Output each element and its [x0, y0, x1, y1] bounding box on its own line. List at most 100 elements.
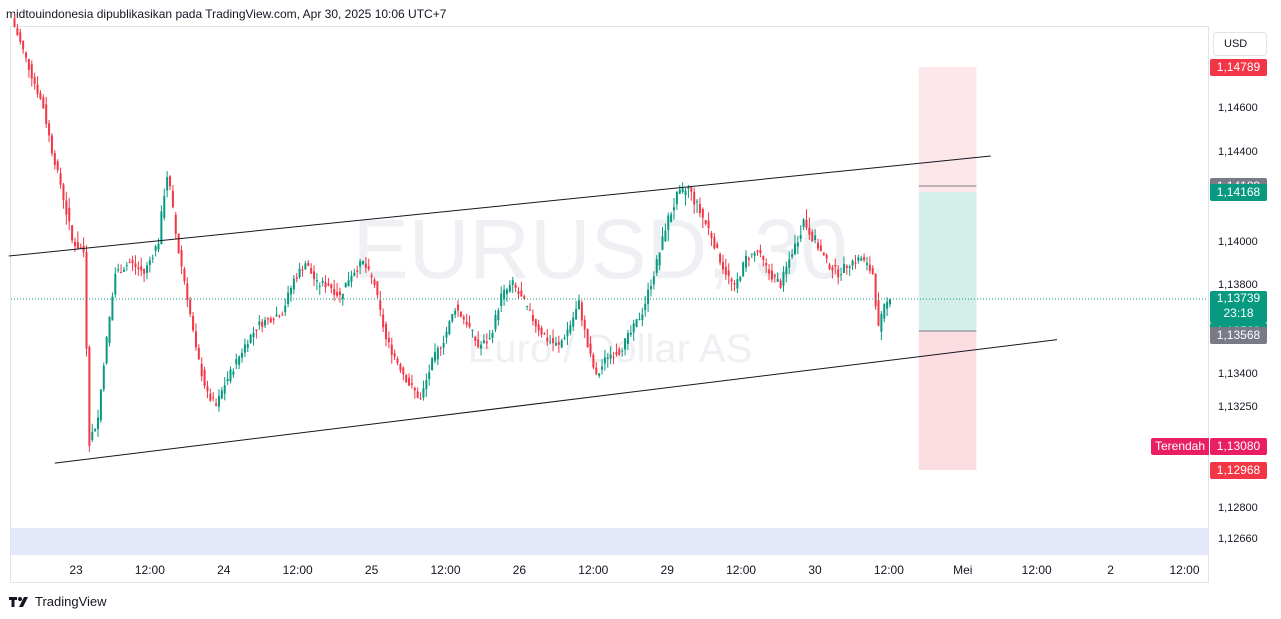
candle: [494, 310, 497, 333]
candle-body: [768, 269, 771, 274]
candle-body: [105, 337, 108, 364]
candle: [834, 258, 837, 275]
candle: [122, 266, 125, 272]
candle-body: [655, 259, 658, 273]
candle-body: [664, 230, 667, 242]
candle-body: [177, 233, 180, 254]
candle: [399, 362, 402, 374]
candle-body: [310, 267, 313, 274]
candle: [851, 259, 854, 270]
channel-lower-trendline[interactable]: [54, 339, 1058, 464]
candle-body: [246, 344, 249, 348]
candle: [105, 335, 108, 365]
candle-body: [825, 254, 828, 259]
candle-body: [793, 243, 796, 255]
long-position-tool[interactable]: [918, 67, 977, 470]
candle: [304, 260, 307, 270]
candle-body: [393, 353, 396, 357]
candle-body: [707, 220, 710, 229]
candle: [638, 312, 641, 321]
candle: [675, 190, 678, 210]
candle: [673, 197, 676, 220]
candle-body: [865, 262, 868, 266]
candle: [808, 217, 811, 240]
candle: [258, 315, 261, 330]
candle-body: [301, 269, 304, 271]
candle-body: [557, 342, 560, 345]
channel-upper-trendline[interactable]: [8, 155, 991, 257]
candle: [301, 265, 304, 277]
candle-body: [347, 280, 350, 287]
candle: [117, 263, 120, 273]
candle-body: [785, 266, 788, 275]
candle: [652, 271, 655, 290]
candle-body: [494, 314, 497, 330]
candle-body: [405, 375, 408, 383]
candle: [166, 171, 169, 198]
candle-body: [36, 84, 39, 94]
candle: [226, 371, 229, 386]
price-tick-label: 1,13400: [1218, 368, 1258, 380]
candle-body: [635, 319, 638, 328]
candle: [192, 311, 195, 333]
time-tick-label: 12:00: [1022, 563, 1052, 577]
price-tick-label: 1,14600: [1218, 102, 1258, 114]
candle-body: [704, 220, 707, 224]
candle: [255, 329, 258, 339]
candle: [62, 182, 65, 209]
candle-body: [292, 278, 295, 290]
candle-body: [802, 219, 805, 228]
candle-body: [549, 341, 552, 343]
candle-body: [638, 319, 641, 321]
candle-body: [140, 266, 143, 271]
candle-body: [710, 233, 713, 238]
candle-body: [212, 397, 215, 399]
candle: [99, 389, 102, 423]
candle-body: [531, 314, 534, 321]
candle: [442, 335, 445, 355]
candle: [805, 209, 808, 231]
candle: [448, 319, 451, 336]
candle-body: [229, 369, 232, 382]
candle-body: [154, 246, 157, 251]
candle-body: [840, 274, 843, 276]
time-axis[interactable]: 23 12:00 24 12:00 25 12:00 26 12:00 29 12:00 30 12:…: [69, 563, 1200, 577]
candle: [272, 316, 275, 325]
candle-body: [137, 267, 140, 269]
candle: [503, 284, 506, 306]
candle-body: [180, 250, 183, 267]
candle: [56, 159, 59, 174]
candle: [408, 373, 411, 387]
candle-body: [307, 262, 310, 266]
candle: [491, 329, 494, 344]
candle: [318, 282, 321, 295]
candle-body: [690, 187, 693, 192]
candle: [174, 211, 177, 239]
candle-body: [324, 282, 327, 288]
candle-body: [621, 350, 624, 352]
candle: [811, 229, 814, 242]
candle: [707, 212, 710, 236]
candle-body: [782, 271, 785, 286]
candle-body: [448, 321, 451, 335]
candle-body: [883, 303, 886, 319]
chart-pane[interactable]: [10, 26, 1209, 583]
candle: [134, 255, 137, 275]
price-tag-value: 1,13568: [1216, 328, 1261, 343]
currency-button[interactable]: USD: [1213, 32, 1267, 56]
candle-body: [278, 315, 281, 317]
tradingview-logo[interactable]: TradingView: [9, 594, 107, 609]
candle: [428, 364, 431, 386]
candle-body: [255, 329, 258, 331]
candle: [315, 273, 318, 291]
time-tick-label: 24: [217, 563, 231, 577]
candle: [713, 233, 716, 250]
candle-body: [860, 258, 863, 261]
candle-body: [626, 333, 629, 344]
candle-body: [497, 310, 500, 321]
candle: [779, 278, 782, 289]
candle: [580, 300, 583, 327]
candle: [454, 307, 457, 319]
candle-body: [868, 264, 871, 271]
